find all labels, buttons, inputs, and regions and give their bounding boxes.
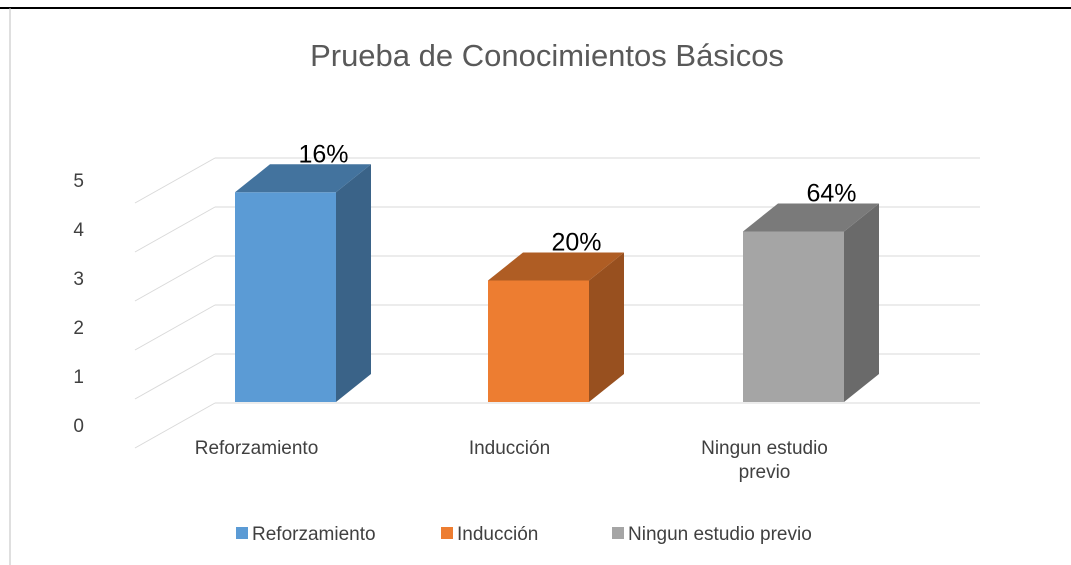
bar <box>235 192 336 402</box>
y-tick-label: 3 <box>73 269 84 290</box>
x-tick-label: Ningun estudio previo <box>701 438 828 483</box>
bar-top <box>235 164 371 193</box>
data-label: 20% <box>551 229 601 257</box>
data-label: 64% <box>806 180 856 208</box>
bar <box>743 231 844 402</box>
y-tick-label: 1 <box>73 367 84 388</box>
bar-side <box>336 164 371 402</box>
bar <box>488 280 589 402</box>
legend-label: Inducción <box>457 524 538 545</box>
data-label: 16% <box>298 140 348 168</box>
bar-top <box>743 203 879 232</box>
grid-line-floor <box>134 206 216 253</box>
bar-side <box>589 252 624 402</box>
x-tick-label: Inducción <box>468 438 551 459</box>
grid-line-floor <box>134 353 216 400</box>
legend-label: Ningun estudio previo <box>628 524 812 545</box>
legend-label: Reforzamiento <box>252 524 376 545</box>
y-tick-label: 0 <box>73 416 84 437</box>
grid-line-floor <box>134 157 216 204</box>
y-tick-label: 2 <box>73 318 84 339</box>
y-tick-label: 5 <box>73 171 84 192</box>
bar-side <box>844 203 879 402</box>
legend-swatch <box>612 527 624 539</box>
grid-line-floor <box>134 255 216 302</box>
grid-line-floor <box>134 304 216 351</box>
legend-swatch <box>441 527 453 539</box>
y-tick-label: 4 <box>73 220 84 241</box>
legend-swatch <box>236 527 248 539</box>
bar-top <box>488 252 624 281</box>
x-tick-label: Reforzamiento <box>194 438 319 459</box>
chart-title: Prueba de Conocimientos Básicos <box>310 38 784 73</box>
grid-line-floor <box>134 402 216 449</box>
